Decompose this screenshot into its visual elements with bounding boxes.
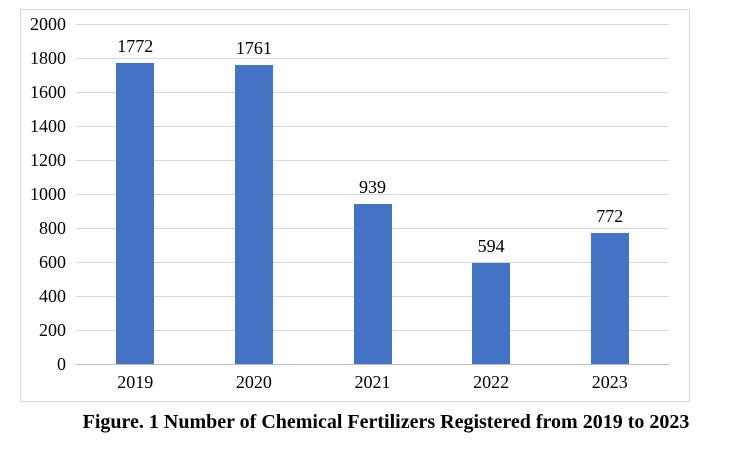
y-tick-label: 200 bbox=[39, 320, 66, 340]
y-tick-label: 1800 bbox=[30, 48, 66, 68]
gridline bbox=[76, 160, 669, 161]
x-axis-line bbox=[76, 364, 669, 365]
y-tick-label: 1400 bbox=[30, 116, 66, 136]
y-tick-label: 800 bbox=[39, 218, 66, 238]
x-tick-label: 2023 bbox=[591, 372, 628, 392]
bar-value-label: 772 bbox=[596, 205, 624, 226]
x-tick-label: 2022 bbox=[473, 372, 510, 392]
bar-2022 bbox=[472, 263, 511, 364]
bar-chart-figure: 0 200 400 600 800 1000 1200 1400 1600 1800 2000 17… bbox=[20, 9, 690, 402]
gridline bbox=[76, 194, 669, 195]
y-tick-label: 1600 bbox=[30, 82, 66, 102]
gridline bbox=[76, 24, 669, 25]
bar-value-label: 1772 bbox=[117, 35, 154, 56]
x-tick-label: 2019 bbox=[117, 372, 154, 392]
gridline bbox=[76, 92, 669, 93]
y-tick-label: 400 bbox=[39, 286, 66, 306]
y-tick-label: 1000 bbox=[30, 184, 66, 204]
bar-value-label: 1761 bbox=[235, 37, 272, 58]
x-tick-label: 2021 bbox=[354, 372, 391, 392]
y-tick-label: 2000 bbox=[30, 14, 66, 34]
y-tick-label: 1200 bbox=[30, 150, 66, 170]
bar-2020 bbox=[234, 64, 273, 364]
bar-value-label: 594 bbox=[477, 236, 505, 257]
bar-2021 bbox=[353, 204, 392, 364]
bar-value-label: 939 bbox=[359, 177, 386, 198]
x-tick-label: 2020 bbox=[235, 372, 272, 392]
y-tick-label: 0 bbox=[57, 354, 66, 374]
bar-2023 bbox=[590, 232, 629, 364]
bar-2019 bbox=[116, 62, 155, 364]
gridline bbox=[76, 58, 669, 59]
gridline bbox=[76, 126, 669, 127]
y-tick-label: 600 bbox=[39, 252, 66, 272]
figure-caption: Figure. 1 Number of Chemical Fertilizers… bbox=[82, 411, 690, 433]
